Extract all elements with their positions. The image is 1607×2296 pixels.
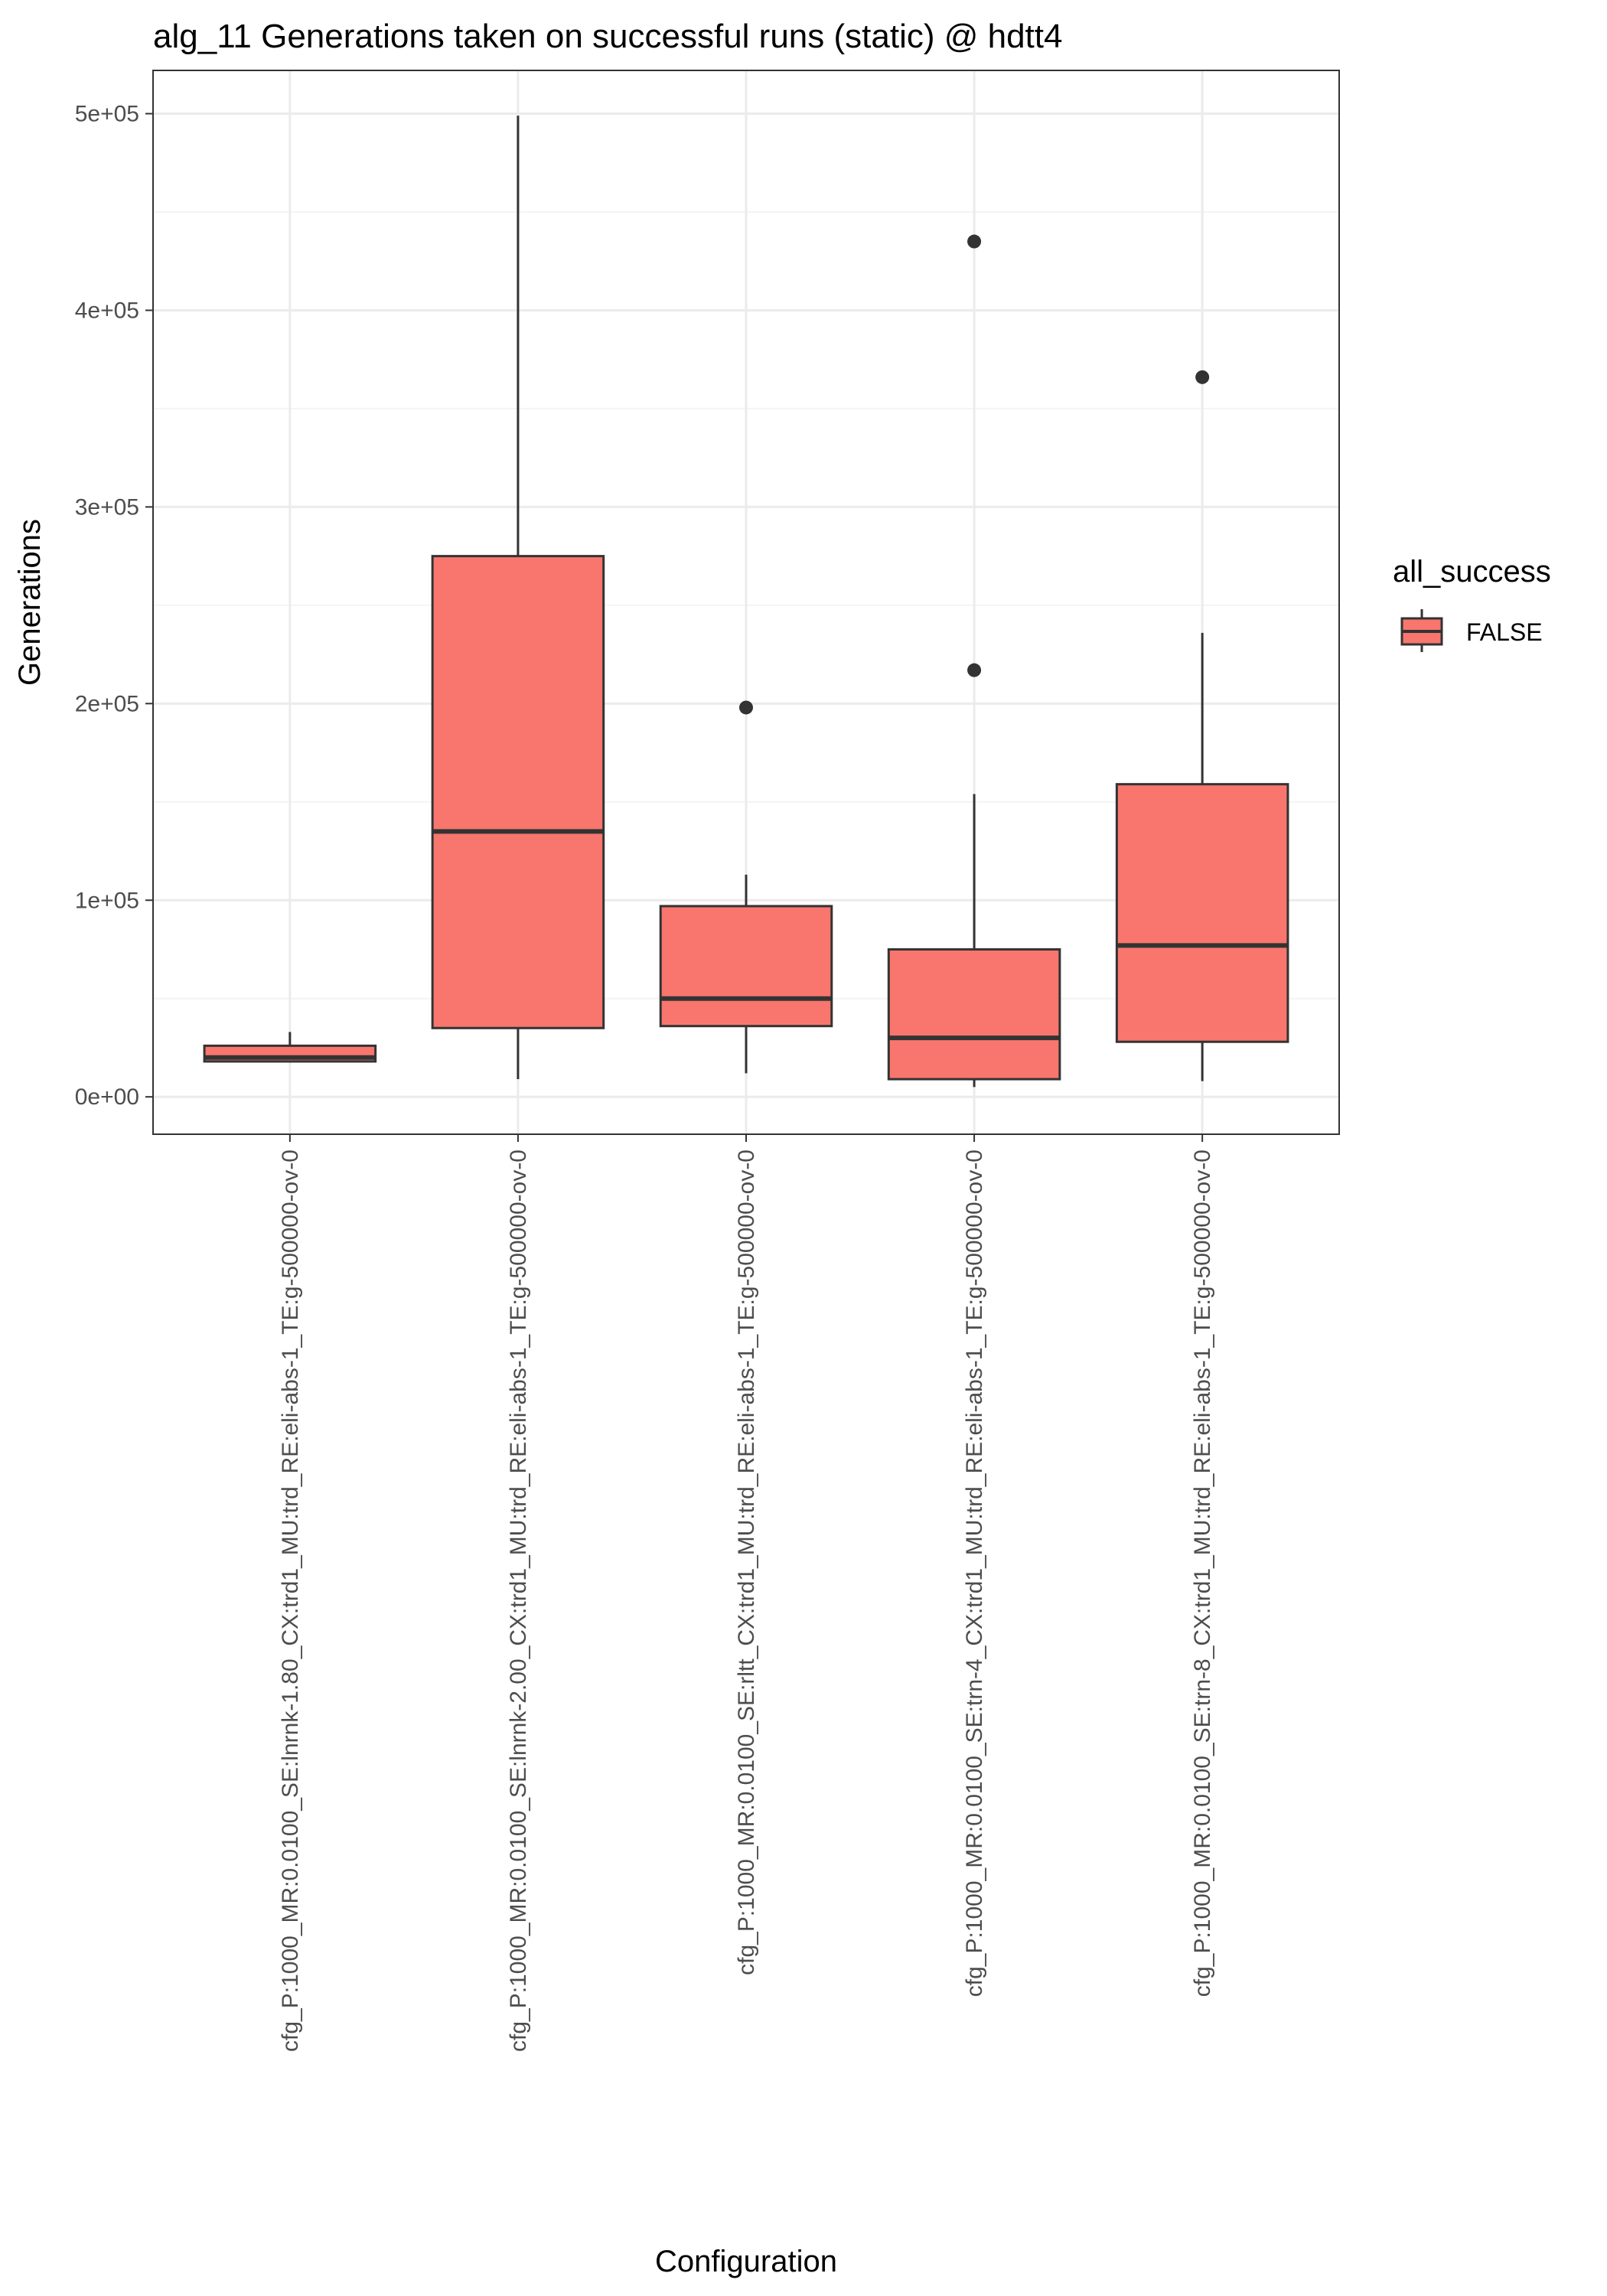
x-axis-title: Configuration bbox=[655, 2245, 837, 2278]
x-axis: cfg_P:1000_MR:0.0100_SE:lnrnk-1.80_CX:tr… bbox=[278, 1134, 1215, 2052]
y-tick-label: 3e+05 bbox=[75, 494, 139, 520]
box-4 bbox=[887, 234, 1061, 1088]
x-tick-label: cfg_P:1000_MR:0.0100_SE:lnrnk-1.80_CX:tr… bbox=[278, 1150, 303, 2052]
box-body bbox=[1115, 783, 1289, 1043]
y-axis: 0e+00 1e+05 2e+05 3e+05 4e+05 5e+05 bbox=[75, 102, 153, 1110]
outlier-point bbox=[967, 663, 982, 677]
outlier-point bbox=[1195, 370, 1210, 384]
x-tick-label: cfg_P:1000_MR:0.0100_SE:trn-4_CX:trd1_MU… bbox=[962, 1150, 987, 1997]
legend-title: all_success bbox=[1393, 555, 1551, 589]
y-tick-label: 4e+05 bbox=[75, 298, 139, 323]
box-5 bbox=[1115, 370, 1289, 1081]
y-tick-label: 1e+05 bbox=[75, 888, 139, 913]
outlier-point bbox=[739, 700, 753, 715]
box-2 bbox=[431, 116, 605, 1080]
box-1 bbox=[203, 1032, 377, 1063]
y-tick-label: 2e+05 bbox=[75, 691, 139, 716]
legend-label-false: FALSE bbox=[1466, 618, 1543, 646]
box-series bbox=[203, 116, 1289, 1088]
x-tick-label: cfg_P:1000_MR:0.0100_SE:trn-8_CX:trd1_MU… bbox=[1190, 1150, 1215, 1997]
chart-title: alg_11 Generations taken on successful r… bbox=[153, 18, 1062, 55]
x-tick-label: cfg_P:1000_MR:0.0100_SE:lnrnk-2.00_CX:tr… bbox=[506, 1150, 531, 2052]
y-tick-label: 5e+05 bbox=[75, 102, 139, 127]
x-tick-label: cfg_P:1000_MR:0.0100_SE:rltt_CX:trd1_MU:… bbox=[734, 1150, 759, 1975]
legend: all_success FALSE bbox=[1393, 555, 1551, 652]
box-body bbox=[659, 905, 833, 1028]
box-body bbox=[431, 555, 605, 1029]
y-tick-label: 0e+00 bbox=[75, 1084, 139, 1110]
box-3 bbox=[659, 700, 833, 1074]
outlier-point bbox=[967, 234, 982, 249]
box-body bbox=[887, 947, 1061, 1081]
y-axis-title: Generations bbox=[13, 519, 47, 686]
